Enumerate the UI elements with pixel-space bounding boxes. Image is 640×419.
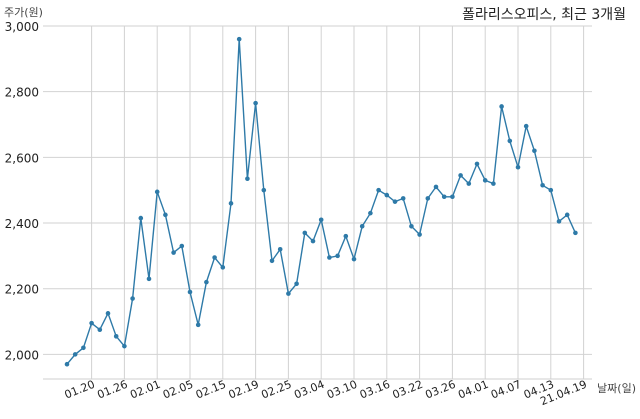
y-tick-label: 2,600 (5, 151, 39, 165)
y-tick-label: 2,200 (5, 283, 39, 297)
data-point (507, 138, 513, 144)
data-point (409, 224, 414, 229)
data-point (327, 255, 332, 260)
y-tick-label: 2,400 (5, 217, 39, 231)
data-point (72, 352, 78, 357)
data-point (540, 182, 545, 188)
x-tick-label: 03.10 (325, 378, 359, 402)
data-point (286, 291, 291, 296)
data-point (113, 334, 119, 339)
data-point (474, 161, 480, 167)
data-point (261, 187, 267, 193)
data-point (236, 36, 242, 42)
y-tick-label: 2,800 (5, 86, 39, 100)
x-axis-label: 날짜(일) (597, 382, 636, 395)
data-point (450, 194, 455, 200)
data-point (146, 276, 152, 282)
data-point (163, 212, 168, 218)
data-point (556, 219, 562, 224)
data-point (171, 250, 176, 255)
chart-title: 폴라리스오피스, 최근 3개월 (462, 7, 626, 23)
data-point (302, 230, 308, 236)
x-tick-label: 04.01 (456, 378, 490, 402)
data-point (294, 281, 299, 287)
data-point (89, 320, 94, 326)
data-point (384, 192, 390, 198)
x-tick-label: 03.16 (358, 378, 392, 402)
data-point (64, 361, 70, 367)
x-tick-label: 01.20 (63, 378, 97, 402)
x-tick-label: 02.01 (128, 378, 162, 402)
data-point (458, 173, 463, 178)
data-point (81, 345, 86, 351)
data-point (482, 178, 488, 183)
data-point (392, 199, 398, 204)
x-tick-label: 03.04 (292, 378, 326, 402)
data-point (97, 327, 103, 333)
x-tick-label: 03.26 (423, 378, 457, 402)
y-tick-label: 2,000 (5, 348, 39, 362)
x-tick-label: 02.05 (161, 378, 195, 402)
data-point (122, 343, 127, 349)
data-point (253, 100, 258, 106)
data-point (499, 104, 504, 109)
x-tick-label: 04.07 (489, 378, 523, 402)
data-point (138, 215, 144, 221)
data-point (532, 148, 537, 154)
data-point (491, 181, 496, 186)
data-point (154, 189, 160, 195)
data-point (204, 279, 209, 285)
data-point (130, 296, 135, 301)
data-point (400, 196, 406, 201)
data-point (548, 187, 554, 193)
data-point (187, 289, 193, 295)
x-tick-label: 01.26 (95, 378, 129, 402)
x-tick-label: 02.15 (194, 378, 228, 402)
data-point (564, 212, 570, 218)
data-point (359, 224, 365, 229)
data-point (269, 258, 275, 264)
data-point (228, 201, 234, 206)
data-point (441, 194, 447, 200)
data-point (523, 123, 529, 129)
x-tick-label: 02.19 (227, 378, 261, 402)
x-tick-label: 02.25 (259, 378, 293, 402)
data-point (351, 256, 357, 262)
y-tick-label: 3,000 (5, 20, 39, 34)
data-point (220, 265, 226, 270)
data-point (245, 176, 250, 181)
data-point (212, 255, 217, 260)
data-point (179, 243, 185, 249)
data-point (335, 253, 340, 259)
data-point (195, 322, 201, 328)
data-point (573, 230, 578, 236)
data-point (368, 210, 373, 216)
data-point (466, 181, 472, 186)
data-point (343, 233, 349, 239)
data-point (433, 184, 439, 190)
data-point (376, 187, 381, 193)
data-point (515, 164, 521, 170)
y-axis-label: 주가(원) (4, 6, 43, 19)
data-point (105, 311, 111, 316)
data-point (277, 246, 283, 252)
x-tick-label: 03.22 (391, 378, 425, 402)
data-point (318, 217, 324, 223)
data-point (310, 238, 316, 244)
data-point (417, 232, 422, 237)
data-point (425, 196, 431, 201)
